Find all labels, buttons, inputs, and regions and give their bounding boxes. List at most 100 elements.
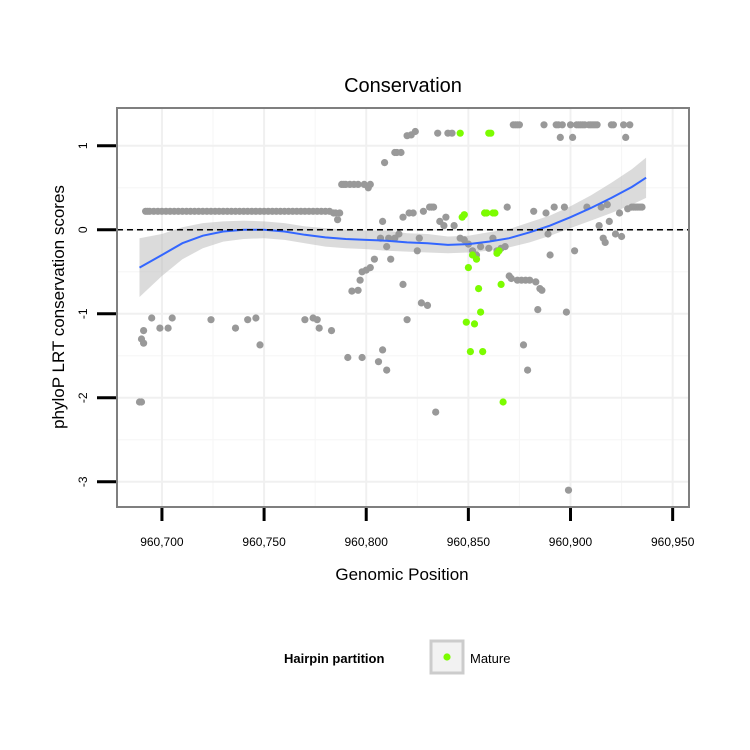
point-other xyxy=(379,346,387,354)
point-other xyxy=(626,121,634,129)
point-other xyxy=(430,203,438,211)
point-other xyxy=(383,366,391,374)
point-other xyxy=(448,129,456,137)
point-mature xyxy=(462,318,470,326)
point-mature xyxy=(460,211,468,219)
point-other xyxy=(395,230,403,238)
point-other xyxy=(397,148,405,157)
point-mature xyxy=(495,247,503,255)
point-other xyxy=(366,264,374,272)
point-other xyxy=(603,201,611,209)
x-tick-label: 960,700 xyxy=(140,535,184,549)
point-mature xyxy=(470,320,479,328)
point-other xyxy=(156,324,164,332)
point-other xyxy=(558,121,566,129)
y-axis: 1 0 -1 -2 -3 xyxy=(76,142,116,487)
point-mature xyxy=(456,129,464,137)
y-tick-label: -1 xyxy=(76,308,90,319)
point-other xyxy=(244,316,252,324)
y-axis-label: phyloP LRT conservation scores xyxy=(49,185,68,429)
point-other xyxy=(140,339,148,347)
point-other xyxy=(618,232,626,241)
point-other xyxy=(615,209,624,217)
point-other xyxy=(597,203,605,211)
panel-border xyxy=(116,107,690,508)
plot-panel xyxy=(116,107,690,508)
point-other xyxy=(611,230,620,238)
panel-background xyxy=(117,108,689,507)
point-other xyxy=(515,121,524,129)
point-other xyxy=(434,129,442,137)
point-other xyxy=(542,209,550,217)
y-tick-label: 0 xyxy=(76,226,90,233)
series-mature xyxy=(456,129,507,406)
point-other xyxy=(336,209,344,217)
point-mature xyxy=(475,285,483,293)
point-other xyxy=(605,217,613,225)
point-other xyxy=(524,366,532,374)
point-other xyxy=(440,222,448,230)
legend-mature-swatch xyxy=(443,653,451,661)
y-tick-label: 1 xyxy=(76,142,90,149)
point-mature xyxy=(466,348,474,356)
point-other xyxy=(544,230,552,238)
x-axis-label: Genomic Position xyxy=(335,565,468,584)
point-mature xyxy=(487,129,495,137)
point-other xyxy=(593,121,601,129)
legend: Hairpin partition Mature xyxy=(284,639,510,675)
point-other xyxy=(540,121,548,129)
point-other xyxy=(601,238,609,246)
point-other xyxy=(417,299,425,307)
point-other xyxy=(403,316,411,324)
x-axis: 960,700 960,750 960,800 960,850 960,900 960,9… xyxy=(140,508,695,549)
point-other xyxy=(366,180,374,188)
point-other xyxy=(356,276,364,284)
point-other xyxy=(571,247,579,255)
point-other xyxy=(148,314,156,322)
point-other xyxy=(354,180,362,188)
point-other xyxy=(526,276,534,284)
point-other xyxy=(538,286,546,294)
point-other xyxy=(374,358,383,366)
point-other xyxy=(348,287,356,295)
point-mature xyxy=(464,264,472,272)
point-other xyxy=(501,243,509,251)
point-other xyxy=(534,306,542,314)
point-other xyxy=(327,327,336,335)
point-other xyxy=(560,203,569,211)
point-other xyxy=(379,217,387,225)
point-mature xyxy=(483,209,491,217)
x-tick-label: 960,750 xyxy=(242,535,286,549)
point-other xyxy=(507,274,515,283)
point-other xyxy=(485,244,493,252)
point-other xyxy=(550,203,558,211)
point-mature xyxy=(472,255,481,263)
point-other xyxy=(413,247,421,255)
point-other xyxy=(313,316,321,324)
point-other xyxy=(450,222,458,230)
point-other xyxy=(562,308,571,316)
chart-title: Conservation xyxy=(344,75,462,97)
legend-title: Hairpin partition xyxy=(284,651,384,666)
y-tick-label: -3 xyxy=(76,476,90,487)
point-mature xyxy=(491,209,499,217)
smooth-line xyxy=(139,176,647,269)
point-other xyxy=(638,203,646,211)
point-other xyxy=(569,133,577,141)
point-other xyxy=(503,203,511,211)
point-other xyxy=(423,301,432,309)
point-other xyxy=(358,353,366,362)
point-other xyxy=(207,316,215,324)
point-other xyxy=(231,324,240,332)
point-other xyxy=(532,278,540,286)
point-other xyxy=(252,314,260,322)
point-other xyxy=(301,316,309,324)
x-tick-label: 960,800 xyxy=(345,535,389,549)
point-other xyxy=(334,216,342,224)
point-mature xyxy=(477,308,485,316)
point-other xyxy=(432,408,440,416)
point-other xyxy=(137,398,146,406)
point-other xyxy=(556,133,564,141)
point-other xyxy=(620,121,628,129)
point-other xyxy=(140,327,148,335)
